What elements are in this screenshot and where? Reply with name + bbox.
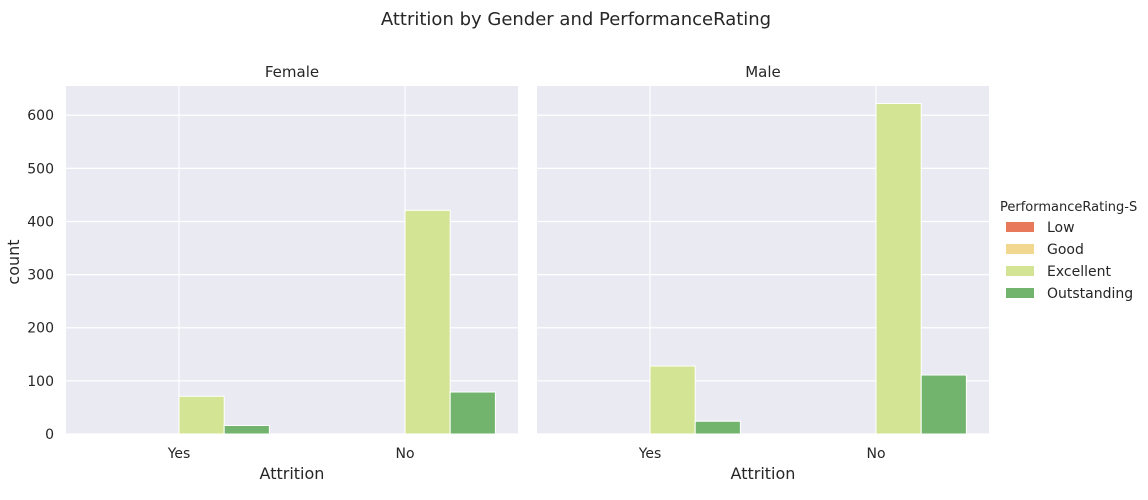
- y-tick-label: 0: [45, 427, 54, 443]
- x-axis-label: Attrition: [731, 464, 796, 483]
- panel-title: Male: [745, 63, 781, 81]
- legend-label: Low: [1047, 220, 1075, 236]
- y-tick-label: 300: [27, 268, 54, 284]
- bar-female-yes-outstanding: [223, 424, 270, 435]
- y-tick-label: 400: [27, 214, 54, 230]
- y-tick-label: 200: [27, 321, 54, 337]
- panel-female: 0 100 200 300 400 500 600 Female Yes No Attrition: [27, 63, 518, 483]
- legend-swatch: [1006, 266, 1034, 276]
- y-axis-label: count: [4, 239, 23, 284]
- legend-label: Good: [1047, 242, 1084, 258]
- x-axis-label: Attrition: [260, 464, 325, 483]
- legend: PerformanceRating-S Low Good Excellent Outs…: [1000, 200, 1137, 302]
- panel-male: Male Yes No Attrition: [537, 63, 989, 483]
- y-tick-label: 600: [27, 108, 54, 124]
- x-tick-label: No: [395, 446, 414, 462]
- legend-swatch: [1006, 288, 1034, 298]
- legend-item-excellent: Excellent: [1006, 264, 1111, 280]
- legend-label: Excellent: [1047, 264, 1111, 280]
- panel-title: Female: [265, 63, 319, 81]
- legend-swatch: [1006, 244, 1034, 254]
- bar-male-no-outstanding: [920, 374, 967, 435]
- y-tick-label: 100: [27, 374, 54, 390]
- x-tick-label: Yes: [167, 446, 191, 462]
- legend-item-low: Low: [1006, 220, 1075, 236]
- legend-label: Outstanding: [1047, 286, 1133, 302]
- bar-male-yes-outstanding: [694, 420, 741, 435]
- legend-swatch: [1006, 222, 1034, 232]
- y-tick-label: 500: [27, 161, 54, 177]
- bar-female-no-outstanding: [449, 391, 496, 435]
- chart-title: Attrition by Gender and PerformanceRatin…: [381, 9, 771, 30]
- bar-female-yes-excellent: [178, 395, 225, 435]
- legend-item-outstanding: Outstanding: [1006, 286, 1133, 302]
- bar-female-no-excellent: [404, 209, 451, 435]
- x-tick-label: Yes: [638, 446, 662, 462]
- x-tick-label: No: [866, 446, 885, 462]
- bar-male-no-excellent: [875, 103, 922, 435]
- bar-male-yes-excellent: [649, 365, 696, 435]
- legend-item-good: Good: [1006, 242, 1084, 258]
- legend-title: PerformanceRating-S: [1000, 200, 1137, 215]
